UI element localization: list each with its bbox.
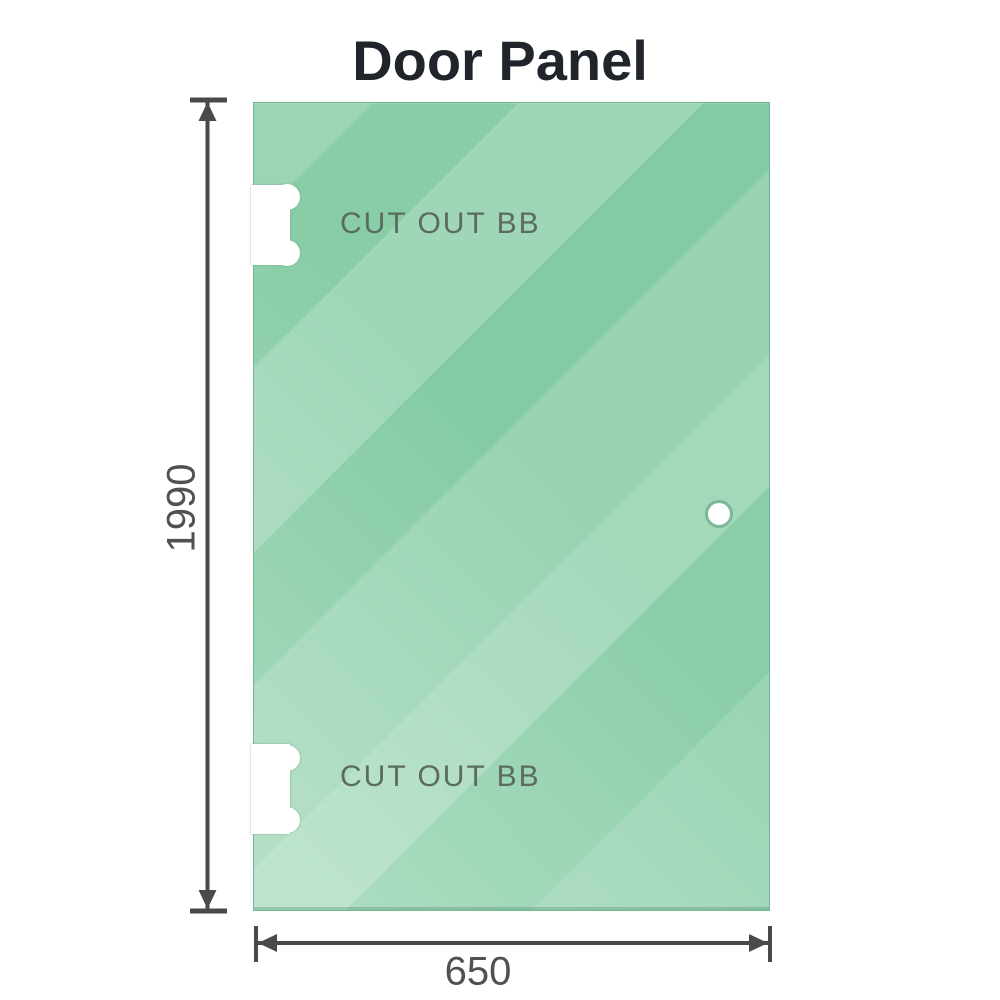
page-title: Door Panel — [352, 29, 648, 92]
cutout-label-top: CUT OUT BB — [340, 207, 541, 240]
arrow-right-icon — [749, 934, 768, 952]
width-dimension-value: 650 — [444, 949, 512, 994]
width-dimension-line — [254, 926, 772, 962]
arrow-left-icon — [258, 934, 277, 952]
height-dimension-value: 1990 — [159, 463, 204, 553]
arrow-down-icon — [198, 890, 217, 909]
cutout-label-bottom: CUT OUT BB — [340, 760, 541, 793]
arrow-up-icon — [198, 102, 217, 121]
glass-panel — [253, 102, 770, 911]
